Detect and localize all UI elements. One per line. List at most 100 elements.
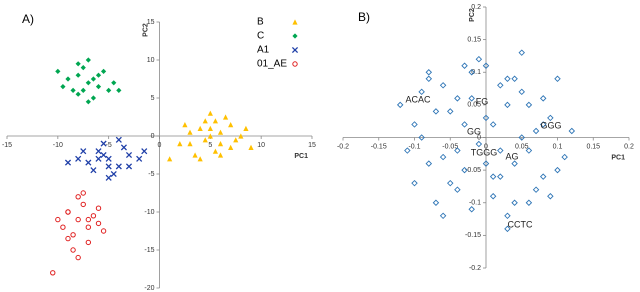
y-axis-title: PC2: [142, 23, 149, 37]
point: [70, 232, 76, 238]
point: [217, 152, 224, 158]
annotation: FG: [476, 96, 489, 106]
point: [439, 153, 447, 161]
point: [468, 69, 475, 76]
y-tick-label: 10: [147, 57, 155, 64]
point: [207, 110, 213, 116]
point: [504, 212, 511, 220]
y-tick-label: -0.2: [469, 265, 481, 272]
point: [202, 137, 208, 143]
point: [125, 163, 133, 170]
point: [85, 99, 91, 105]
point: [233, 137, 239, 143]
x-tick-label: 5: [208, 142, 212, 149]
point: [547, 192, 554, 200]
point: [228, 122, 234, 128]
point: [248, 144, 254, 150]
point: [65, 235, 71, 242]
legend-label: C: [257, 31, 264, 42]
y-tick-label: -20: [144, 285, 154, 292]
point: [238, 133, 244, 139]
point: [447, 179, 454, 187]
point: [100, 228, 107, 234]
point: [504, 225, 511, 233]
point: [115, 136, 122, 143]
x-tick-label: -5: [106, 142, 112, 149]
point: [568, 127, 576, 135]
point: [518, 134, 525, 141]
point: [120, 144, 127, 151]
point: [432, 108, 440, 115]
point: [554, 75, 561, 83]
point: [539, 173, 547, 180]
point: [461, 166, 468, 174]
x-tick-label: 15: [308, 142, 316, 149]
point: [187, 129, 193, 135]
point: [111, 80, 117, 86]
point: [125, 151, 133, 159]
point: [106, 87, 112, 93]
x-axis-title: PC1: [611, 154, 625, 161]
point: [511, 75, 518, 83]
x-tick-label: 0: [484, 143, 488, 150]
point: [411, 179, 418, 187]
point: [95, 148, 102, 155]
point: [100, 151, 107, 159]
y-tick-label: 5: [151, 95, 155, 102]
point: [105, 174, 112, 181]
point: [454, 95, 461, 102]
point: [425, 75, 433, 83]
point: [504, 75, 511, 83]
annotation: GGG: [540, 120, 561, 130]
point: [482, 114, 490, 122]
y-tick-label: -5: [148, 171, 154, 178]
point: [396, 101, 404, 109]
point: [439, 82, 447, 89]
point: [75, 155, 82, 162]
point: [70, 87, 76, 93]
point: [100, 68, 107, 74]
point: [90, 76, 97, 82]
point: [207, 125, 213, 131]
point: [489, 192, 497, 200]
point: [85, 80, 91, 86]
x-tick-label: -0.2: [337, 143, 349, 150]
point: [475, 140, 483, 148]
point: [80, 148, 87, 155]
point: [197, 156, 203, 162]
x-tick-label: -0.1: [408, 143, 420, 150]
point: [75, 61, 81, 67]
point: [85, 224, 92, 230]
point: [432, 199, 440, 206]
point: [75, 254, 81, 261]
point: [90, 213, 97, 219]
y-tick-label: -0.05: [465, 167, 481, 174]
x-tick-label: 10: [257, 142, 265, 149]
point: [167, 156, 173, 162]
point: [539, 121, 547, 128]
legend-marker: [292, 33, 298, 39]
point: [182, 122, 188, 128]
x-tick-label: 0.15: [586, 143, 600, 150]
legend-marker: [292, 19, 298, 25]
x-axis-title: PC1: [294, 153, 308, 160]
point: [482, 62, 490, 69]
y-axis-title: PC2: [469, 8, 476, 22]
point: [95, 84, 102, 90]
point: [65, 76, 71, 82]
legend-marker: [292, 61, 298, 67]
point: [80, 190, 86, 196]
legend-label: 01_AE: [257, 59, 287, 70]
point: [468, 206, 475, 213]
point: [85, 159, 92, 166]
annotation: ACAC: [405, 94, 431, 104]
point: [461, 62, 468, 69]
point: [80, 87, 86, 93]
point: [411, 121, 418, 128]
point: [90, 95, 97, 101]
x-tick-label: 0: [158, 142, 162, 149]
y-tick-label: 0.2: [471, 4, 481, 11]
point: [525, 101, 533, 109]
point: [497, 147, 504, 154]
point: [561, 153, 568, 161]
